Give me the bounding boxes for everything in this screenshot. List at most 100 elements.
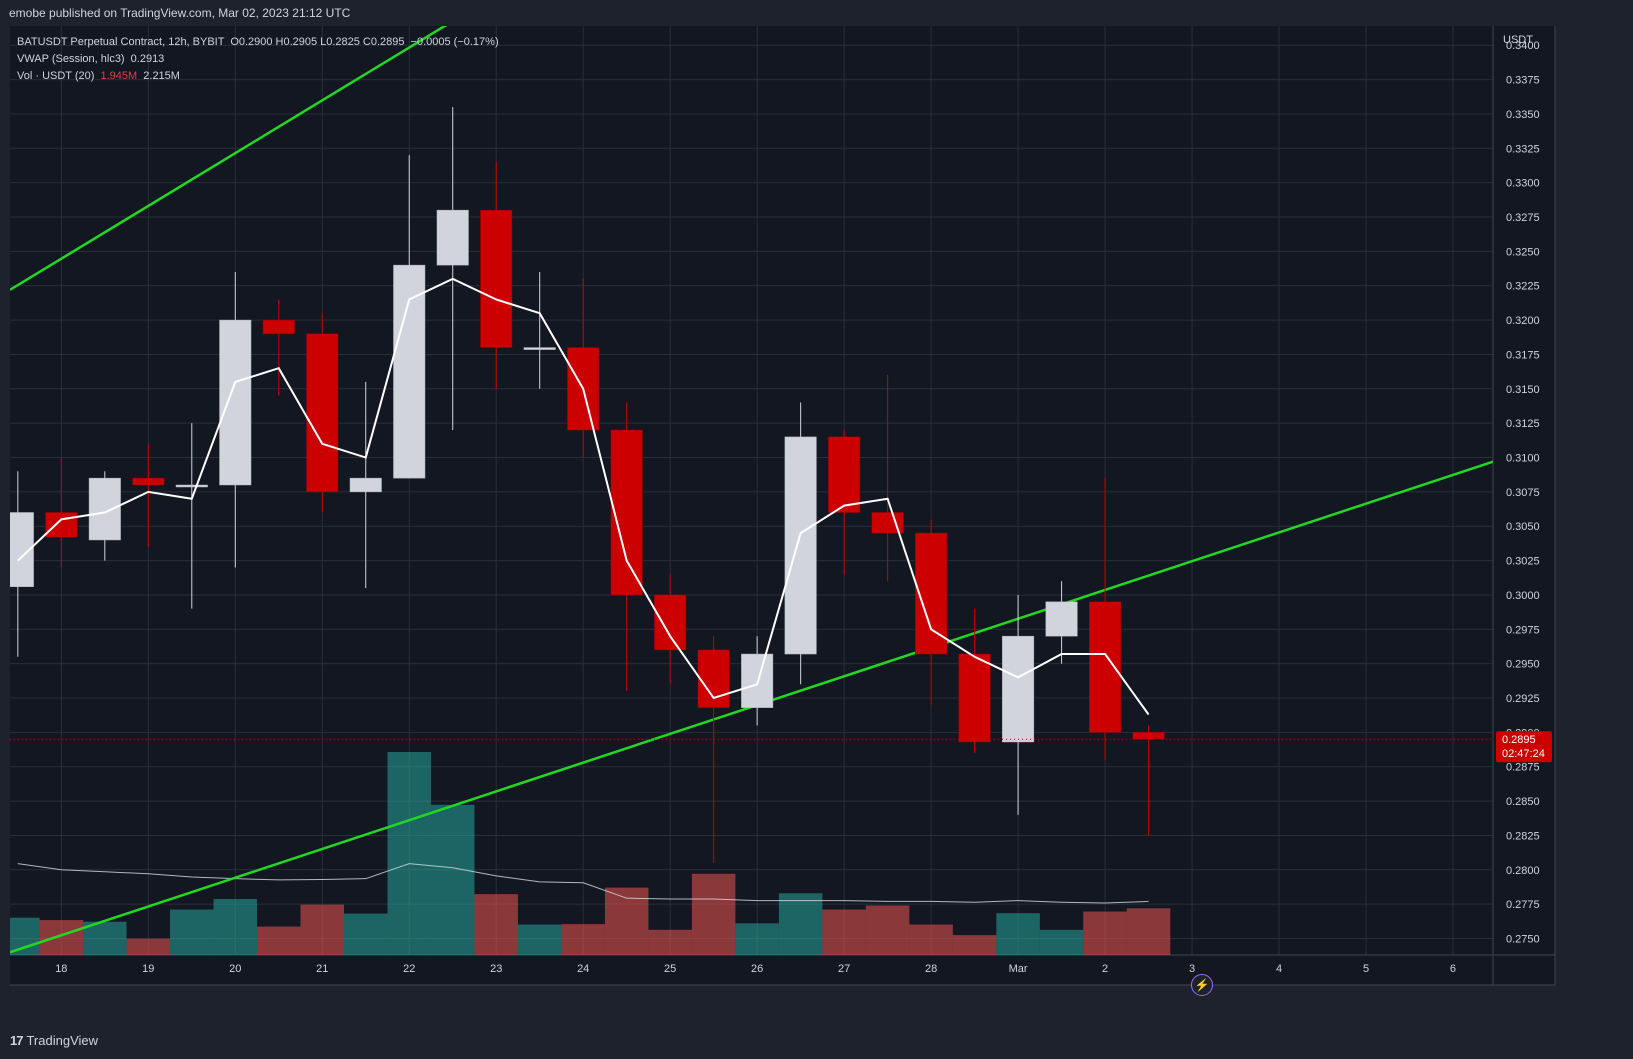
y-tick-label: 0.3050 — [1506, 521, 1540, 533]
y-tick-label: 0.3100 — [1506, 453, 1540, 465]
y-tick-label: 0.3250 — [1506, 246, 1540, 258]
volume-bar — [39, 920, 84, 955]
legend-ohlc-h: H0.2905 — [275, 36, 318, 48]
volume-bar — [822, 909, 866, 955]
candle-body — [1002, 635, 1035, 743]
candle-body — [828, 436, 861, 513]
candle-body — [262, 319, 295, 335]
y-tick-label: 0.3175 — [1506, 349, 1540, 361]
volume-bar — [517, 924, 562, 955]
last-price-badge[interactable] — [1496, 731, 1552, 763]
y-tick-label: 0.3400 — [1506, 40, 1540, 52]
legend-vol-label[interactable]: Vol · USDT (20) — [17, 70, 95, 82]
y-tick-label: 0.3300 — [1506, 178, 1540, 190]
y-tick-label: 0.3025 — [1506, 556, 1540, 568]
y-tick-label: 0.3325 — [1506, 143, 1540, 155]
candle-body — [523, 347, 556, 350]
y-tick-label: 0.3125 — [1506, 418, 1540, 430]
volume-bar — [213, 898, 258, 955]
legend-ohlc: O0.2900 H0.2905 L0.2825 C0.2895 — [227, 36, 404, 48]
candle-body — [871, 512, 904, 534]
x-tick-label: 22 — [403, 963, 415, 975]
volume-bar — [648, 929, 692, 955]
volume-bar — [691, 873, 736, 955]
volume-ma-line — [17, 863, 1149, 904]
candle-body — [436, 209, 469, 266]
volume-bar — [952, 935, 997, 955]
legend-vol-row: Vol · USDT (20) 1.945M 2.215M — [17, 68, 499, 85]
volume-bar — [1083, 911, 1127, 955]
y-tick-label: 0.3150 — [1506, 384, 1540, 396]
candle-body — [958, 653, 991, 743]
legend-ohlc-l: L0.2825 — [320, 36, 360, 48]
candle-body — [1045, 601, 1078, 637]
published-text: emobe published on TradingView.com, Mar … — [9, 6, 351, 20]
candle-body — [393, 264, 426, 479]
last-price-value: 0.2895 — [1502, 734, 1536, 746]
x-tick-label: 27 — [838, 963, 850, 975]
tradingview-logo-icon: 17 — [10, 1033, 24, 1048]
lightning-icon[interactable]: ⚡ — [1191, 974, 1213, 996]
y-tick-label: 0.3375 — [1506, 75, 1540, 87]
x-tick-label: 21 — [316, 963, 328, 975]
y-tick-label: 0.3225 — [1506, 281, 1540, 293]
legend-ohlc-o: O0.2900 — [230, 36, 273, 48]
footer-brand[interactable]: 17 TradingView — [10, 1033, 98, 1048]
x-tick-label: 26 — [751, 963, 763, 975]
volume-bar — [170, 909, 214, 955]
volume-bar — [300, 904, 345, 955]
volume-bar — [561, 924, 605, 955]
footer-brand-text: TradingView — [26, 1033, 99, 1048]
volume-bar — [778, 893, 823, 955]
publisher-bar: emobe published on TradingView.com, Mar … — [0, 0, 1633, 26]
y-tick-label: 0.3350 — [1506, 109, 1540, 121]
x-tick-label: 3 — [1189, 963, 1195, 975]
chart-legend: BATUSDT Perpetual Contract, 12h, BYBIT O… — [17, 34, 499, 85]
candle-body — [1089, 601, 1122, 733]
volume-bar — [735, 923, 779, 955]
y-tick-label: 0.2750 — [1506, 934, 1540, 946]
candle-body — [88, 477, 121, 541]
y-tick-label: 0.2800 — [1506, 865, 1540, 877]
currency-label: USDT — [1503, 34, 1533, 46]
volume-bar — [1126, 908, 1171, 955]
y-tick-label: 0.2925 — [1506, 693, 1540, 705]
legend-change: −0.0005 (−0.17%) — [410, 36, 499, 48]
plot-area — [10, 26, 1493, 955]
x-tick-label: 24 — [577, 963, 589, 975]
volume-bar — [83, 921, 127, 955]
volume-bar — [344, 913, 388, 955]
candle-body — [610, 429, 643, 596]
legend-vol-value: 1.945M — [100, 70, 138, 82]
legend-symbol[interactable]: BATUSDT Perpetual Contract, 12h, BYBIT — [17, 36, 225, 48]
x-tick-label: 19 — [142, 963, 154, 975]
candle-body — [480, 209, 513, 348]
y-tick-label: 0.3275 — [1506, 212, 1540, 224]
candle-body — [915, 532, 948, 655]
volume-bar — [126, 938, 171, 955]
legend-ohlc-c: C0.2895 — [362, 36, 405, 48]
y-tick-label: 0.2850 — [1506, 796, 1540, 808]
candle-body — [654, 594, 687, 651]
candle-body — [784, 436, 817, 655]
vwap-line — [17, 277, 1150, 716]
plot-layer — [10, 26, 1493, 955]
y-tick-label: 0.2950 — [1506, 659, 1540, 671]
candle-body — [45, 512, 78, 538]
x-tick-label: 18 — [55, 963, 67, 975]
candle-body — [1132, 732, 1165, 740]
x-tick-label: 23 — [490, 963, 502, 975]
candle-body — [132, 477, 165, 486]
x-tick-label: 25 — [664, 963, 676, 975]
y-tick-label: 0.2875 — [1506, 762, 1540, 774]
legend-vwap-label[interactable]: VWAP (Session, hlc3) — [17, 53, 125, 65]
volume-bar — [909, 924, 953, 955]
legend-vwap-row: VWAP (Session, hlc3) 0.2913 — [17, 51, 499, 68]
y-tick-label: 0.3000 — [1506, 590, 1540, 602]
volume-bar — [1039, 929, 1084, 955]
volume-bar — [865, 905, 910, 955]
candle-body — [219, 319, 252, 486]
legend-symbol-row: BATUSDT Perpetual Contract, 12h, BYBIT O… — [17, 34, 499, 51]
volume-bar — [996, 913, 1040, 955]
